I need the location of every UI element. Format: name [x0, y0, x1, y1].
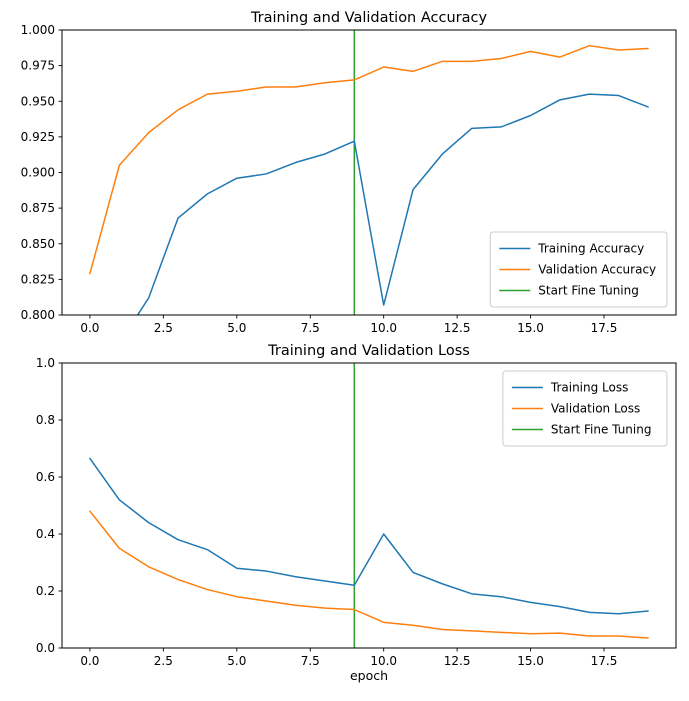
legend-label: Training Loss: [550, 381, 628, 395]
y-tick-label: 0.975: [21, 59, 55, 73]
legend: Training Accuracy Validation Accuracy Star…: [489, 231, 668, 308]
x-tick-label: 0.0: [80, 321, 99, 335]
legend-label: Validation Accuracy: [538, 263, 656, 277]
training-accuracy-line: [136, 93, 649, 315]
y-tick-label: 1.000: [21, 23, 55, 37]
loss-plot: 0.0 2.5 5.0 7.5 10.0 12.5 15.0 17.5 0.0 0.2 0.4 0.6…: [36, 343, 677, 683]
legend-label: Validation Loss: [551, 402, 640, 416]
y-tick-label: 1.0: [36, 356, 55, 370]
y-tick-label: 0.900: [21, 166, 55, 180]
x-tick-label: 0.0: [80, 654, 99, 668]
x-tick-label: 12.5: [444, 654, 471, 668]
legend-box: [502, 370, 668, 447]
legend: Training Loss Validation Loss Start Fine T…: [502, 370, 668, 447]
y-tick-label: 0.825: [21, 272, 55, 286]
x-tick-label: 17.5: [591, 321, 618, 335]
y-tick-label: 0.0: [36, 641, 55, 655]
x-axis-label: epoch: [350, 668, 388, 683]
x-tick-label: 17.5: [591, 654, 618, 668]
x-tick-label: 5.0: [227, 321, 246, 335]
x-tick-label: 15.0: [517, 321, 544, 335]
x-tick-label: 2.5: [154, 321, 173, 335]
legend-label: Start Fine Tuning: [538, 284, 639, 298]
y-tick-label: 0.4: [36, 527, 55, 541]
legend-box: [489, 231, 668, 308]
accuracy-plot: 0.0 2.5 5.0 7.5 10.0 12.5 15.0 17.5 0.800 0.825 0.…: [21, 10, 677, 335]
y-tick-label: 0.2: [36, 584, 55, 598]
y-tick-label: 0.925: [21, 130, 55, 144]
legend-label: Training Accuracy: [537, 242, 644, 256]
y-tick-label: 0.8: [36, 413, 55, 427]
y-tick-label: 0.6: [36, 470, 55, 484]
validation-loss-line: [89, 510, 649, 639]
y-tick-label: 0.850: [21, 237, 55, 251]
x-tick-label: 2.5: [154, 654, 173, 668]
x-tick-label: 7.5: [301, 321, 320, 335]
x-tick-label: 10.0: [370, 321, 397, 335]
axes-frame: [61, 362, 677, 649]
x-tick-label: 10.0: [370, 654, 397, 668]
x-tick-label: 15.0: [517, 654, 544, 668]
y-tick-label: 0.950: [21, 94, 55, 108]
x-tick-label: 12.5: [444, 321, 471, 335]
validation-accuracy-line: [89, 44, 649, 275]
training-loss-line: [89, 457, 649, 615]
plot-title: Training and Validation Accuracy: [250, 10, 488, 26]
x-tick-label: 7.5: [301, 654, 320, 668]
y-tick-label: 0.800: [21, 308, 55, 322]
x-tick-label: 5.0: [227, 654, 246, 668]
legend-label: Start Fine Tuning: [551, 423, 652, 437]
plot-title: Training and Validation Loss: [267, 343, 470, 359]
y-tick-label: 0.875: [21, 201, 55, 215]
axes-frame: [61, 29, 677, 316]
